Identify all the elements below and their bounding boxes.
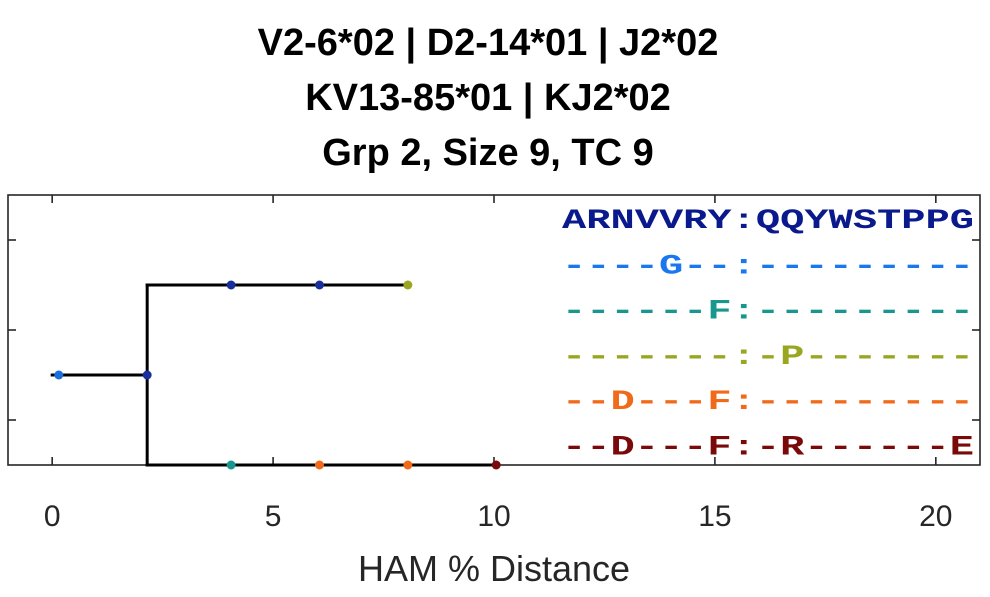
tree-node-2 [226,280,236,290]
x-tick-labels: 0 5 10 15 20 [44,500,953,533]
tree-node-8 [491,460,501,470]
sequence-row-5: --D---F:-R------E [562,433,974,464]
title-line-2: KV13-85*01 | KJ2*02 [305,77,671,119]
x-tick-label-0: 0 [44,500,61,533]
tree-node-0 [54,370,64,380]
tree-node-4 [403,280,413,290]
tree-node-7 [403,460,413,470]
sequence-alignment: ARNVVRY:QQYWSTPPG ----G--:--------- ------… [562,206,974,464]
tree-branches [50,283,496,467]
sequence-row-2: ------F:--------- [562,297,974,328]
sequence-row-4: --D---F:--------- [562,387,974,418]
title-line-3: Grp 2, Size 9, TC 9 [322,132,654,174]
x-tick-label-3: 15 [698,500,731,533]
x-tick-label-1: 5 [265,500,282,533]
tree-nodes [54,280,501,470]
x-axis-label: HAM % Distance [358,548,630,589]
sequence-row-1: ----G--:--------- [562,251,974,282]
tree-node-6 [314,460,324,470]
x-tick-label-4: 20 [919,500,952,533]
x-tick-label-2: 10 [477,500,510,533]
tree-node-5 [226,460,236,470]
title-line-1: V2-6*02 | D2-14*01 | J2*02 [258,22,719,64]
tree-node-3 [314,280,324,290]
sequence-row-0: ARNVVRY:QQYWSTPPG [562,206,974,237]
sequence-row-3: -------:-P------- [562,342,974,373]
chart-title: V2-6*02 | D2-14*01 | J2*02 KV13-85*01 | … [258,22,719,174]
tree-node-1 [142,370,152,380]
